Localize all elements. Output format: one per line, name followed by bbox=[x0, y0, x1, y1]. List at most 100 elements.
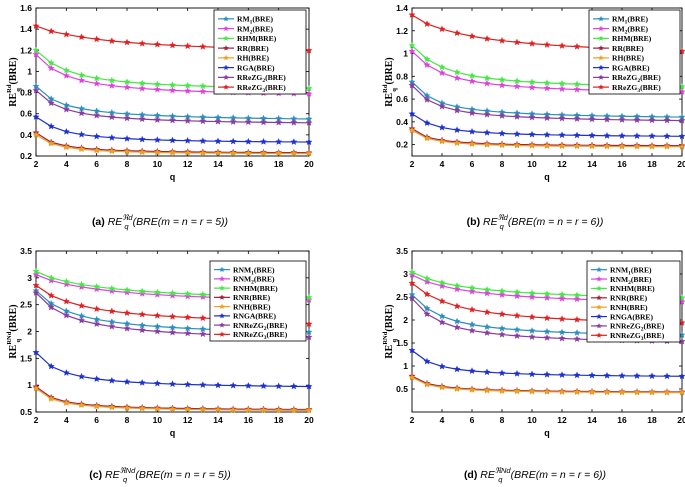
data-point bbox=[453, 302, 461, 310]
legend-label: RGA(BRE) bbox=[612, 63, 650, 72]
data-point bbox=[408, 81, 416, 89]
data-point bbox=[214, 149, 222, 157]
data-point bbox=[513, 369, 521, 377]
data-point bbox=[123, 78, 131, 85]
data-point bbox=[229, 381, 237, 389]
panel-caption: (a) REℜd q (BRE(m = n = r = 5)) bbox=[92, 213, 228, 231]
data-point bbox=[62, 280, 70, 288]
x-tick-label: 8 bbox=[500, 415, 505, 425]
data-point bbox=[153, 148, 161, 156]
y-tick-label: 0.4 bbox=[396, 117, 408, 127]
data-point bbox=[558, 142, 566, 150]
x-tick-label: 20 bbox=[677, 415, 685, 425]
data-point bbox=[259, 382, 268, 389]
data-point bbox=[423, 134, 431, 142]
data-point bbox=[199, 149, 207, 157]
data-point bbox=[62, 128, 70, 135]
data-point bbox=[184, 42, 192, 50]
data-point bbox=[468, 140, 476, 148]
data-point bbox=[468, 326, 476, 334]
data-point bbox=[423, 55, 431, 63]
data-point bbox=[108, 403, 116, 411]
legend-label: RReZG2(BRE) bbox=[237, 73, 286, 84]
data-point bbox=[138, 84, 146, 92]
legend-swatch-marker bbox=[219, 303, 225, 310]
data-point bbox=[138, 135, 146, 143]
x-tick-label: 8 bbox=[500, 159, 505, 169]
legend-swatch-marker bbox=[219, 322, 225, 328]
data-point bbox=[633, 142, 641, 150]
data-point bbox=[138, 326, 146, 334]
panel-caption: (d) REℜNd q (BRE(m = n = r = 6)) bbox=[464, 466, 606, 484]
legend-frame bbox=[586, 260, 681, 343]
data-point bbox=[603, 132, 611, 139]
data-point bbox=[62, 369, 70, 376]
data-point bbox=[528, 387, 536, 395]
data-point bbox=[453, 323, 461, 331]
x-tick-label: 4 bbox=[64, 415, 69, 425]
x-tick-label: 14 bbox=[213, 159, 223, 169]
data-point bbox=[453, 317, 461, 325]
y-tick-label: 1.5 bbox=[20, 353, 32, 363]
data-point bbox=[423, 274, 431, 282]
data-point bbox=[573, 371, 581, 379]
x-axis-label: q bbox=[170, 172, 176, 182]
data-point bbox=[648, 142, 656, 150]
data-point bbox=[305, 382, 313, 390]
data-point bbox=[438, 312, 446, 320]
data-point bbox=[438, 362, 446, 370]
data-point bbox=[305, 320, 313, 327]
y-tick-label: 2.5 bbox=[396, 292, 408, 302]
data-point bbox=[648, 116, 656, 124]
data-point bbox=[498, 310, 506, 318]
data-point bbox=[62, 30, 70, 38]
data-point bbox=[168, 86, 177, 94]
legend-swatch-marker bbox=[223, 64, 229, 71]
data-point bbox=[528, 293, 536, 300]
data-point bbox=[588, 388, 596, 396]
legend-swatch-marker bbox=[219, 275, 225, 282]
data-point bbox=[528, 370, 536, 378]
data-point bbox=[558, 79, 566, 87]
data-point bbox=[123, 286, 131, 294]
data-point bbox=[678, 143, 685, 150]
legend-swatch-marker bbox=[219, 294, 225, 300]
legend-swatch-marker bbox=[223, 25, 229, 32]
data-point bbox=[184, 405, 192, 413]
data-point bbox=[468, 109, 476, 116]
data-point bbox=[663, 388, 671, 396]
data-point bbox=[138, 289, 146, 297]
data-point bbox=[47, 122, 55, 130]
data-point bbox=[633, 388, 641, 396]
data-point bbox=[438, 102, 446, 110]
data-point bbox=[32, 267, 40, 275]
data-point bbox=[47, 303, 55, 311]
data-point bbox=[108, 322, 116, 330]
data-point bbox=[184, 117, 192, 124]
data-point bbox=[184, 292, 192, 300]
y-tick-label: 0.8 bbox=[396, 71, 408, 81]
data-point bbox=[108, 287, 116, 294]
data-point bbox=[618, 372, 626, 379]
legend-label: RH(BRE) bbox=[612, 54, 645, 63]
data-point bbox=[558, 371, 566, 378]
data-point bbox=[77, 302, 86, 309]
data-point bbox=[678, 372, 685, 380]
legend-label: RNReZG2(BRE) bbox=[610, 322, 665, 333]
data-point bbox=[93, 285, 101, 293]
x-tick-label: 10 bbox=[153, 415, 163, 425]
data-point bbox=[199, 293, 207, 300]
y-axis-label: RERNd q(BRE) bbox=[382, 304, 398, 358]
panel-caption: (c) REℜNd q (BRE(m = n = r = 5)) bbox=[89, 466, 231, 484]
x-tick-label: 10 bbox=[527, 415, 537, 425]
data-point bbox=[543, 314, 551, 322]
data-point bbox=[528, 142, 536, 149]
data-point bbox=[153, 311, 161, 319]
data-point bbox=[62, 66, 70, 74]
data-point bbox=[93, 305, 101, 312]
y-tick-label: 1.2 bbox=[20, 45, 32, 55]
x-tick-label: 16 bbox=[244, 159, 254, 169]
data-point bbox=[77, 283, 86, 290]
data-point bbox=[123, 404, 131, 412]
